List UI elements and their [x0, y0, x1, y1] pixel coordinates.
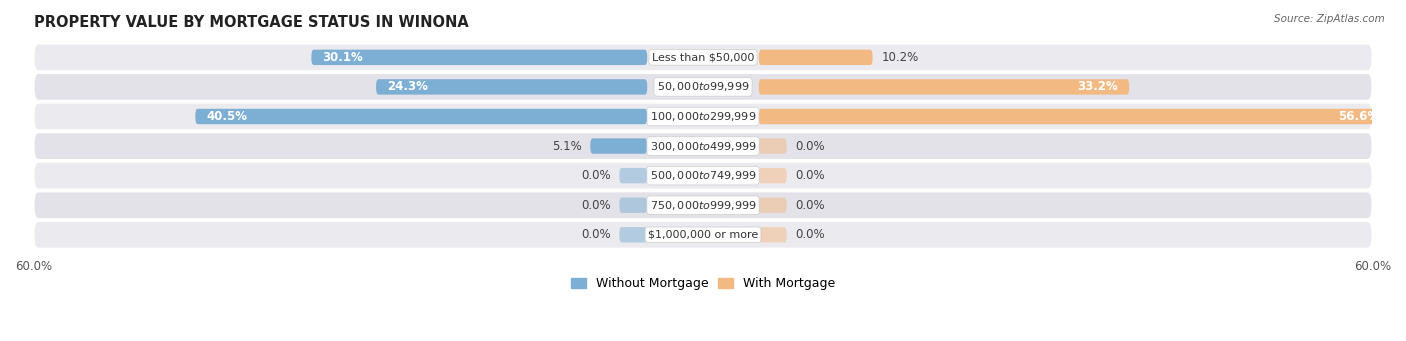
Text: 5.1%: 5.1% [551, 139, 582, 152]
Text: $1,000,000 or more: $1,000,000 or more [648, 230, 758, 240]
FancyBboxPatch shape [195, 109, 647, 124]
Text: 56.6%: 56.6% [1339, 110, 1379, 123]
FancyBboxPatch shape [34, 162, 1372, 190]
Text: $300,000 to $499,999: $300,000 to $499,999 [650, 139, 756, 152]
Text: Less than $50,000: Less than $50,000 [652, 52, 754, 62]
Text: $100,000 to $299,999: $100,000 to $299,999 [650, 110, 756, 123]
FancyBboxPatch shape [34, 103, 1372, 130]
FancyBboxPatch shape [375, 79, 647, 94]
Text: PROPERTY VALUE BY MORTGAGE STATUS IN WINONA: PROPERTY VALUE BY MORTGAGE STATUS IN WIN… [34, 15, 468, 30]
Text: $750,000 to $999,999: $750,000 to $999,999 [650, 199, 756, 212]
Text: 33.2%: 33.2% [1077, 80, 1118, 93]
FancyBboxPatch shape [619, 227, 647, 242]
FancyBboxPatch shape [34, 43, 1372, 71]
Text: 10.2%: 10.2% [882, 51, 918, 64]
FancyBboxPatch shape [759, 197, 787, 213]
FancyBboxPatch shape [34, 221, 1372, 249]
Legend: Without Mortgage, With Mortgage: Without Mortgage, With Mortgage [565, 272, 841, 295]
Text: 0.0%: 0.0% [796, 199, 825, 212]
FancyBboxPatch shape [34, 132, 1372, 160]
FancyBboxPatch shape [759, 79, 1129, 94]
Text: $50,000 to $99,999: $50,000 to $99,999 [657, 80, 749, 93]
Text: 0.0%: 0.0% [796, 139, 825, 152]
Text: $500,000 to $749,999: $500,000 to $749,999 [650, 169, 756, 182]
FancyBboxPatch shape [591, 138, 647, 154]
Text: Source: ZipAtlas.com: Source: ZipAtlas.com [1274, 14, 1385, 24]
Text: 0.0%: 0.0% [581, 169, 610, 182]
Text: 30.1%: 30.1% [322, 51, 363, 64]
FancyBboxPatch shape [759, 227, 787, 242]
FancyBboxPatch shape [759, 50, 873, 65]
Text: 0.0%: 0.0% [796, 169, 825, 182]
FancyBboxPatch shape [34, 73, 1372, 101]
Text: 0.0%: 0.0% [581, 228, 610, 241]
FancyBboxPatch shape [619, 197, 647, 213]
Text: 0.0%: 0.0% [581, 199, 610, 212]
Text: 40.5%: 40.5% [207, 110, 247, 123]
FancyBboxPatch shape [311, 50, 647, 65]
FancyBboxPatch shape [619, 168, 647, 183]
Text: 0.0%: 0.0% [796, 228, 825, 241]
FancyBboxPatch shape [759, 168, 787, 183]
Text: 24.3%: 24.3% [387, 80, 427, 93]
FancyBboxPatch shape [34, 191, 1372, 219]
FancyBboxPatch shape [759, 138, 787, 154]
FancyBboxPatch shape [759, 109, 1391, 124]
